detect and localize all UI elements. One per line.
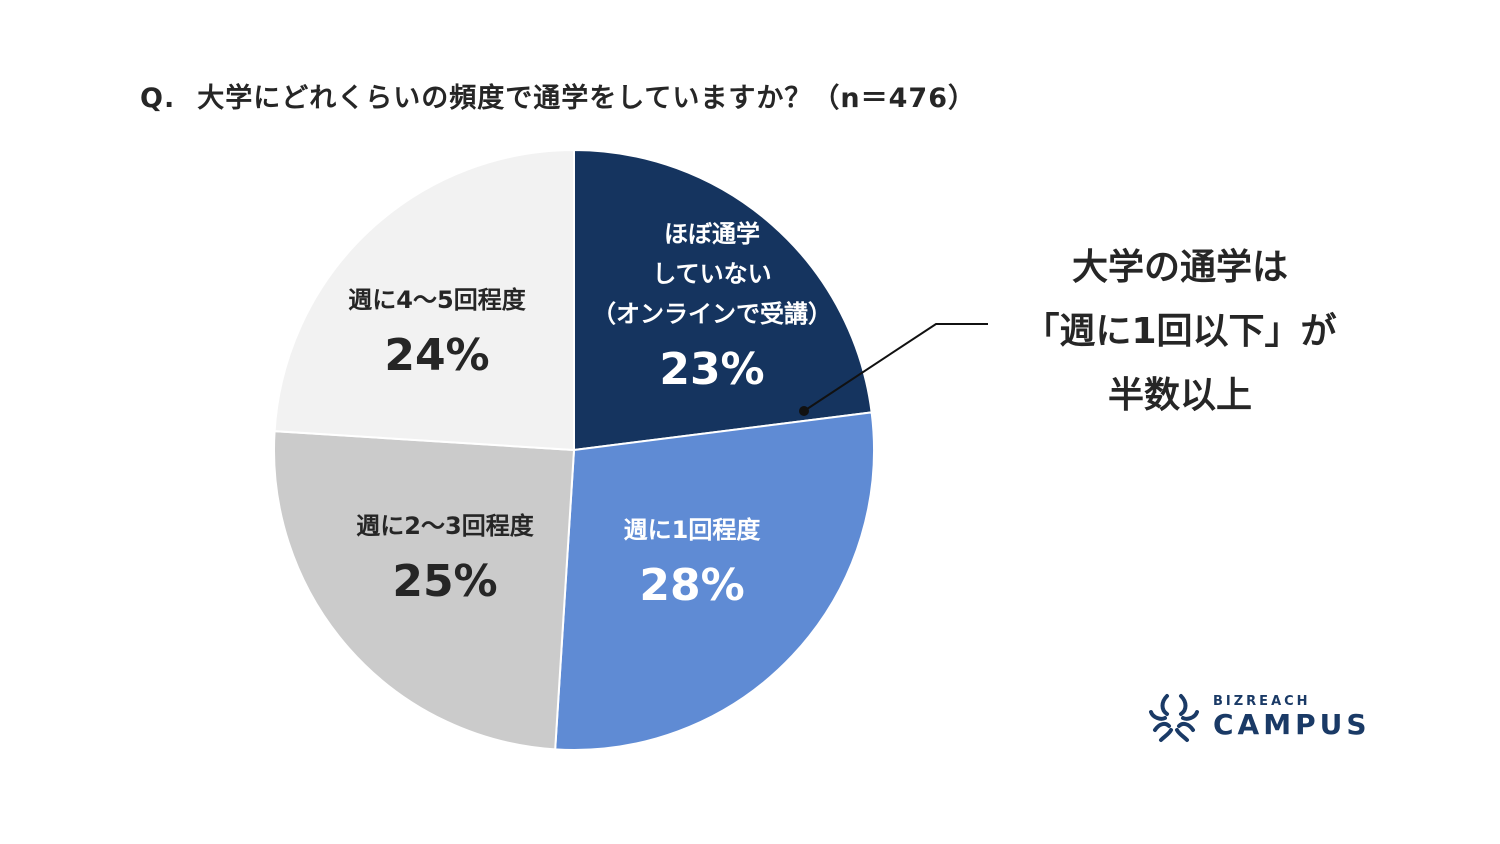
callout-text: 大学の通学は 「週に1回以下」が 半数以上 [1023,236,1336,428]
slice-name: 週に4〜5回程度 [348,286,526,314]
slice-label-rarely: ほぼ通学 していない （オンラインで受講） 23% [592,214,832,400]
logo-top-text: BIZREACH [1213,694,1311,709]
slice-name: （オンラインで受講） [592,300,832,328]
pie-slice [273,148,575,452]
callout-line: 大学の通学は [1071,247,1288,288]
chart-title: Q. 大学にどれくらいの頻度で通学をしていますか？（n＝476） [140,76,976,115]
slice-percent: 28% [639,560,745,611]
logo-bottom-text: CAMPUS [1213,708,1371,741]
pie-slice [273,430,576,751]
question-text: 大学にどれくらいの頻度で通学をしていますか？（n＝476） [197,83,976,114]
slice-percent: 24% [384,330,490,381]
slice-label-4-5-week: 週に4〜5回程度 24% [348,280,525,386]
callout-line: 半数以上 [1107,375,1252,416]
callout-line: 「週に1回以下」が [1023,311,1337,352]
slice-name: ほぼ通学 [664,220,760,248]
bizreach-campus-logo: BIZREACH CAMPUS [1145,688,1371,746]
slice-percent: 25% [392,556,498,607]
slice-name: 週に1回程度 [623,516,761,544]
slice-name: していない [652,260,772,288]
pie-slices [273,148,875,751]
pie-slice [554,411,875,751]
callout-leader-line [799,323,988,416]
question-marker: Q. [140,83,176,114]
slice-label-2-3-week: 週に2〜3回程度 25% [356,506,533,612]
slice-name: 週に2〜3回程度 [356,512,534,540]
sakura-flower-icon [1149,694,1199,742]
slice-percent: 23% [659,344,765,395]
slice-label-once-week: 週に1回程度 28% [624,510,761,616]
pie-slice [573,148,873,452]
